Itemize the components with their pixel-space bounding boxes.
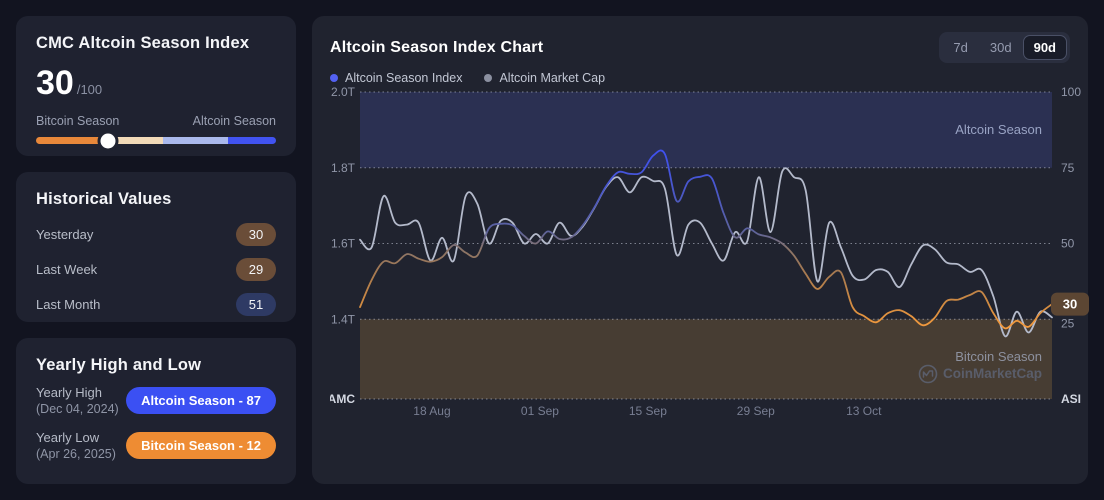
bitcoin-season-zone-label: Bitcoin Season [955, 349, 1042, 364]
chart-legend: Altcoin Season Index Altcoin Market Cap [312, 63, 1088, 85]
left-axis-tick: 1.8T [331, 161, 356, 175]
bitcoin-season-band [360, 319, 1052, 399]
index-score: 30 /100 [36, 66, 276, 100]
time-range-switcher: 7d 30d 90d [939, 32, 1070, 63]
x-axis-tick: 15 Sep [629, 404, 667, 418]
left-axis-tick: 2.0T [331, 85, 356, 99]
current-value-badge [1051, 292, 1089, 316]
right-axis-tick: 100 [1061, 85, 1081, 99]
historical-title: Historical Values [36, 190, 172, 208]
value-badge: 51 [236, 293, 276, 316]
yearly-high-date: (Dec 04, 2024) [36, 402, 119, 416]
historical-rows: Yesterday 30 Last Week 29 Last Month 51 [36, 217, 276, 322]
yearly-low-badge: Bitcoin Season - 12 [126, 432, 276, 459]
table-row: Yearly High (Dec 04, 2024) Altcoin Seaso… [36, 385, 276, 416]
sidebar: CMC Altcoin Season Index 30 /100 Bitcoin… [16, 16, 296, 484]
chart-canvas[interactable]: Altcoin Season Bitcoin Season CoinMarketCa… [328, 84, 1090, 424]
index-denominator: /100 [76, 82, 103, 97]
x-axis-tick: 01 Sep [521, 404, 559, 418]
range-button-30d[interactable]: 30d [979, 35, 1023, 60]
yearly-rows: Yearly High (Dec 04, 2024) Altcoin Seaso… [36, 385, 276, 461]
x-axis-tick: 29 Sep [737, 404, 775, 418]
slider-labels: Bitcoin Season Altcoin Season [36, 114, 276, 128]
row-label: Yesterday [36, 227, 94, 242]
current-value-badge-text: 30 [1063, 297, 1077, 312]
altcoin-market-cap-line [359, 167, 1053, 338]
right-axis-title: ASI [1061, 392, 1081, 406]
altcoin-season-zone-label: Altcoin Season [955, 122, 1042, 137]
altcoin-season-label: Altcoin Season [192, 114, 276, 128]
yearly-title: Yearly High and Low [36, 356, 202, 374]
right-axis-tick: 50 [1061, 237, 1075, 251]
altcoin-season-index-card: CMC Altcoin Season Index 30 /100 Bitcoin… [16, 16, 296, 156]
season-gauge-knob [100, 133, 116, 148]
table-row: Last Month 51 [36, 287, 276, 322]
yearly-low-label: Yearly Low (Apr 26, 2025) [36, 430, 116, 461]
altcoin-season-index-line [359, 149, 1053, 330]
yearly-high-low-card: Yearly High and Low Yearly High (Dec 04,… [16, 338, 296, 484]
value-badge: 30 [236, 223, 276, 246]
watermark-text: CoinMarketCap [943, 366, 1042, 381]
x-axis-tick: 13 Oct [846, 404, 882, 418]
altcoin-season-band [360, 92, 1052, 168]
range-button-90d[interactable]: 90d [1022, 35, 1067, 60]
left-axis-tick: 1.4T [331, 312, 356, 326]
coinmarketcap-watermark: CoinMarketCap [918, 364, 1042, 384]
right-axis-tick: 75 [1061, 161, 1075, 175]
chart-svg: Altcoin Season Bitcoin Season CoinMarketCa… [328, 85, 1089, 418]
index-card-title: CMC Altcoin Season Index [36, 34, 250, 52]
chart-panel: Altcoin Season Index Chart 7d 30d 90d Al… [312, 16, 1090, 484]
range-button-7d[interactable]: 7d [942, 35, 978, 60]
index-value: 30 [36, 64, 74, 102]
yearly-high-label: Yearly High (Dec 04, 2024) [36, 385, 119, 416]
value-badge: 29 [236, 258, 276, 281]
row-label: Last Week [36, 262, 98, 277]
page-title: Altcoin Season Index Chart [330, 38, 544, 56]
legend-item-altcoin-market-cap[interactable]: Altcoin Market Cap [484, 71, 605, 85]
table-row: Last Week 29 [36, 252, 276, 287]
legend-item-altcoin-season-index[interactable]: Altcoin Season Index [330, 71, 462, 85]
table-row: Yesterday 30 [36, 217, 276, 252]
yearly-low-date: (Apr 26, 2025) [36, 447, 116, 461]
x-axis-tick: 18 Aug [413, 404, 450, 418]
historical-values-card: Historical Values Yesterday 30 Last Week… [16, 172, 296, 322]
yearly-high-badge: Altcoin Season - 87 [126, 387, 276, 414]
panel-header: Altcoin Season Index Chart 7d 30d 90d [312, 16, 1088, 63]
coinmarketcap-logo-icon [922, 370, 934, 378]
right-axis-tick: 25 [1061, 316, 1075, 330]
left-axis-tick: 1.6T [331, 237, 356, 251]
table-row: Yearly Low (Apr 26, 2025) Bitcoin Season… [36, 430, 276, 461]
legend-dot-icon [484, 74, 493, 82]
legend-dot-icon [330, 74, 338, 82]
left-axis-title: AMC [330, 392, 355, 406]
bitcoin-season-label: Bitcoin Season [36, 114, 120, 128]
row-label: Last Month [36, 297, 101, 312]
season-gauge [36, 133, 276, 148]
